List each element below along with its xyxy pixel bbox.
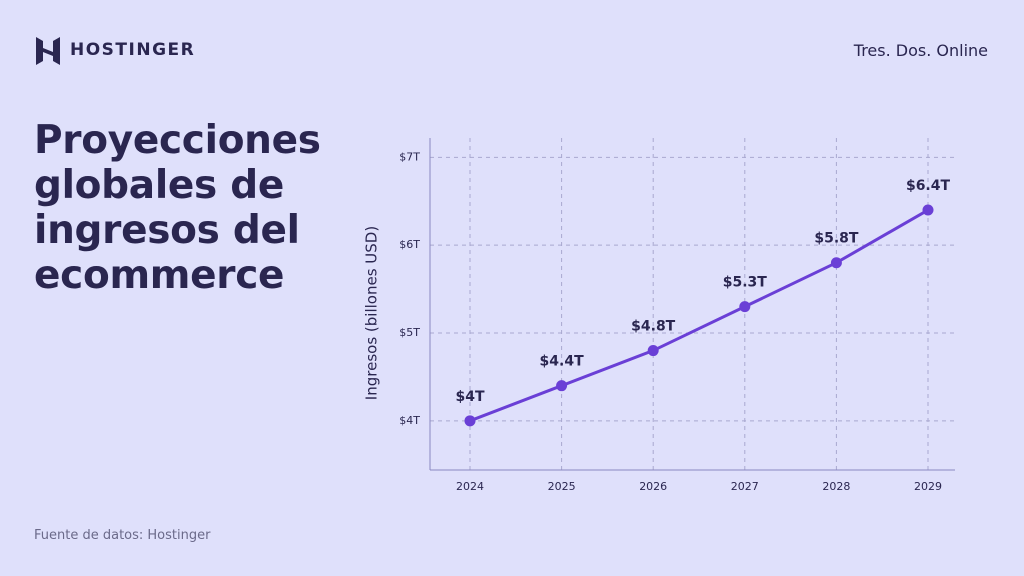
chart-title: Proyecciones globales de ingresos del ec… xyxy=(34,118,321,298)
brand: HOSTINGER xyxy=(70,40,196,60)
data-label: $4T xyxy=(455,389,484,405)
y-tick-label: $6T xyxy=(399,238,420,251)
point xyxy=(922,204,934,216)
x-tick-label: 2028 xyxy=(822,480,850,493)
point xyxy=(830,257,842,269)
x-tick-label: 2029 xyxy=(914,480,942,493)
point xyxy=(739,301,751,313)
y-tick-label: $4T xyxy=(399,414,420,427)
line xyxy=(469,208,929,423)
source: Fuente de datos: Hostinger xyxy=(34,528,211,543)
y-tick-label: $7T xyxy=(399,150,420,163)
data-label: $4.8T xyxy=(631,319,676,335)
y-tick-label: $5T xyxy=(399,326,420,339)
data-label: $5.8T xyxy=(814,231,859,247)
data-label: $6.4T xyxy=(906,178,951,194)
point xyxy=(464,415,476,427)
x-tick-label: 2025 xyxy=(548,480,576,493)
point xyxy=(556,380,568,392)
y-axis-label: Ingresos (billones USD) xyxy=(363,226,381,400)
point xyxy=(647,345,659,357)
data-label: $5.3T xyxy=(723,275,768,291)
x-tick-label: 2026 xyxy=(639,480,667,493)
x-tick-label: 2024 xyxy=(456,480,484,493)
x-tick-label: 2027 xyxy=(731,480,759,493)
tagline: Tres. Dos. Online xyxy=(853,41,988,60)
logo xyxy=(36,37,60,65)
data-label: $4.4T xyxy=(540,354,585,370)
